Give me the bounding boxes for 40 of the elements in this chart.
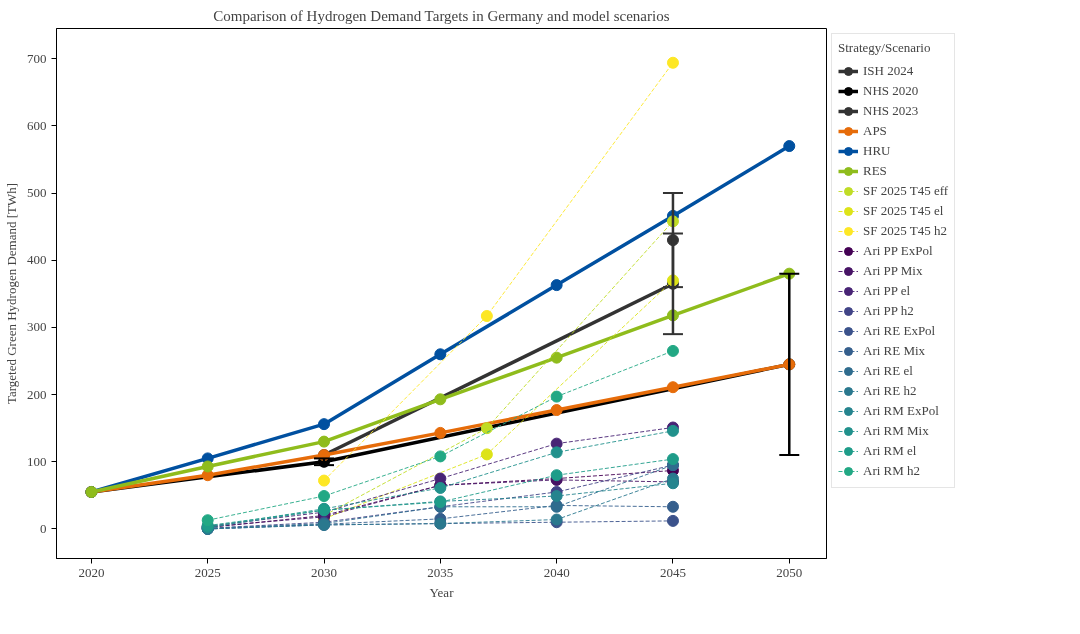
legend-label: Ari RM Mix: [863, 422, 929, 440]
x-tick-label: 2030: [311, 564, 338, 580]
legend-label: Ari RE h2: [863, 382, 917, 400]
legend-label: NHS 2020: [863, 82, 919, 100]
x-tick-label: 2025: [194, 564, 221, 580]
legend-title: Strategy/Scenario: [838, 40, 932, 56]
y-tick-label: 500: [27, 185, 47, 201]
legend-label: SF 2025 T45 el: [863, 202, 944, 220]
legend-label: APS: [863, 122, 887, 140]
legend-label: Ari RE ExPol: [863, 322, 936, 340]
legend-label: Ari RM ExPol: [863, 402, 939, 420]
legend-label: HRU: [863, 142, 891, 160]
y-tick-label: 300: [27, 319, 47, 335]
legend-label: Ari RE Mix: [863, 342, 926, 360]
legend-label: Ari PP Mix: [863, 262, 923, 280]
y-tick-label: 700: [27, 50, 47, 66]
chart-title: Comparison of Hydrogen Demand Targets in Germany and model scenarios: [213, 7, 670, 24]
legend-label: RES: [863, 162, 887, 180]
legend-label: Ari RE el: [863, 362, 913, 380]
legend-label: Ari RM el: [863, 442, 917, 460]
y-tick-label: 200: [27, 386, 47, 402]
x-tick-label: 2040: [543, 564, 570, 580]
legend-label: Ari PP ExPol: [863, 242, 933, 260]
y-tick-label: 600: [27, 117, 47, 133]
x-axis-title: Year: [429, 584, 455, 600]
y-tick-label: 400: [27, 252, 47, 268]
legend-label: Ari PP el: [863, 282, 911, 300]
legend-label: Ari RM h2: [863, 462, 921, 480]
legend-label: SF 2025 T45 h2: [863, 222, 947, 240]
x-tick-label: 2020: [78, 564, 105, 580]
legend-label: Ari PP h2: [863, 302, 914, 320]
legend-label: ISH 2024: [863, 62, 914, 80]
y-tick-label: 100: [27, 453, 47, 469]
x-tick-label: 2050: [776, 564, 803, 580]
x-tick-label: 2045: [659, 564, 686, 580]
legend-label: SF 2025 T45 eff: [863, 182, 949, 200]
y-tick-label: 0: [40, 520, 47, 536]
x-tick-label: 2035: [427, 564, 454, 580]
y-axis-title: Targeted Green Hydrogen Demand [TWh]: [4, 182, 19, 405]
legend-label: NHS 2023: [863, 102, 919, 120]
